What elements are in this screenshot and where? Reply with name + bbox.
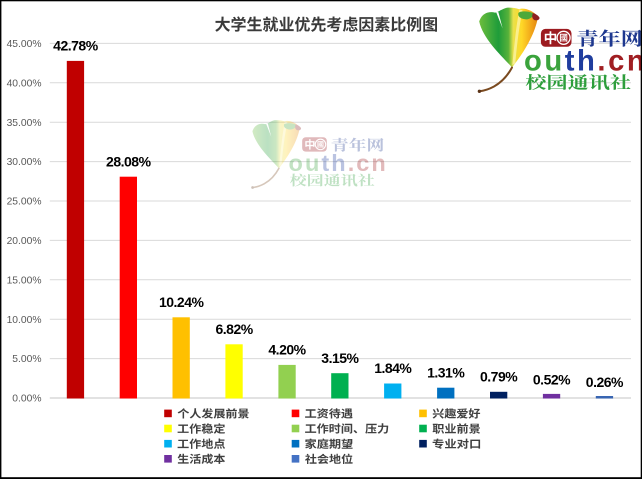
- svg-text:1.84%: 1.84%: [374, 360, 412, 376]
- svg-text:10.24%: 10.24%: [159, 294, 205, 310]
- svg-text:45.00%: 45.00%: [7, 39, 42, 50]
- svg-text:0.26%: 0.26%: [586, 374, 624, 390]
- svg-text:0.00%: 0.00%: [12, 394, 41, 405]
- svg-text:10.00%: 10.00%: [7, 315, 42, 326]
- svg-text:0.79%: 0.79%: [480, 368, 518, 384]
- svg-text:20.00%: 20.00%: [7, 236, 42, 247]
- svg-text:25.00%: 25.00%: [7, 197, 42, 208]
- svg-text:5.00%: 5.00%: [12, 354, 41, 365]
- svg-text:1.31%: 1.31%: [427, 364, 465, 380]
- svg-text:35.00%: 35.00%: [7, 118, 42, 129]
- svg-text:28.08%: 28.08%: [106, 153, 152, 169]
- svg-text:6.82%: 6.82%: [215, 321, 253, 337]
- svg-text:40.00%: 40.00%: [7, 78, 42, 89]
- svg-text:4.20%: 4.20%: [268, 342, 306, 358]
- svg-text:42.78%: 42.78%: [53, 38, 99, 54]
- svg-text:0.52%: 0.52%: [533, 372, 571, 388]
- svg-text:3.15%: 3.15%: [321, 350, 359, 366]
- svg-text:30.00%: 30.00%: [7, 157, 42, 168]
- svg-text:15.00%: 15.00%: [7, 275, 42, 286]
